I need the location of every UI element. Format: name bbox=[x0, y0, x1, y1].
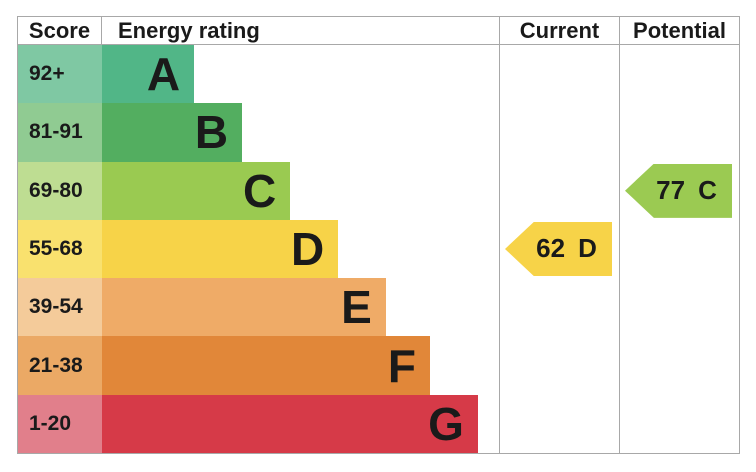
bar-cell-a: A bbox=[102, 45, 499, 104]
potential-slot-b bbox=[620, 103, 739, 161]
current-column: 62 D bbox=[499, 45, 619, 453]
bar-cell-g: G bbox=[102, 394, 499, 453]
potential-slot-c: 77 C bbox=[620, 162, 739, 220]
rating-bar-d: D bbox=[102, 219, 339, 279]
potential-slot-d bbox=[620, 220, 739, 278]
score-range-b: 81-91 bbox=[18, 103, 102, 162]
rating-letter-a: A bbox=[146, 48, 181, 101]
score-range-c: 69-80 bbox=[18, 161, 102, 220]
epc-rating-table: Score Energy rating Current Potential 92… bbox=[17, 16, 740, 454]
bar-cell-f: F bbox=[102, 336, 499, 395]
score-range-d: 55-68 bbox=[18, 219, 102, 279]
header-energy-rating: Energy rating bbox=[102, 17, 499, 45]
potential-slot-f bbox=[620, 336, 739, 394]
bar-cell-d: D bbox=[102, 219, 499, 279]
potential-rating-letter: C bbox=[698, 175, 717, 206]
current-slot-f bbox=[500, 336, 619, 394]
current-score-value: 62 bbox=[536, 233, 566, 264]
score-range-f: 21-38 bbox=[18, 336, 102, 395]
current-slot-e bbox=[500, 278, 619, 336]
rating-letter-e: E bbox=[341, 281, 372, 334]
potential-slot-a bbox=[620, 45, 739, 103]
header-score: Score bbox=[18, 17, 102, 45]
rating-letter-f: F bbox=[387, 339, 416, 392]
rating-bar-g: G bbox=[102, 394, 478, 453]
current-rating-letter: D bbox=[578, 233, 597, 264]
current-slot-b bbox=[500, 103, 619, 161]
current-slot-d: 62 D bbox=[500, 220, 619, 278]
potential-slot-e bbox=[620, 278, 739, 336]
potential-slot-g bbox=[620, 395, 739, 453]
rating-letter-g: G bbox=[428, 397, 464, 450]
potential-rating-arrow: 77 C bbox=[625, 163, 732, 218]
header-potential: Potential bbox=[619, 17, 739, 45]
current-slot-a bbox=[500, 45, 619, 103]
score-range-g: 1-20 bbox=[18, 394, 102, 453]
potential-score-value: 77 bbox=[656, 175, 686, 206]
potential-column: 77 C bbox=[619, 45, 739, 453]
rating-bar-b: B bbox=[102, 103, 243, 162]
score-range-a: 92+ bbox=[18, 45, 102, 104]
bar-cell-e: E bbox=[102, 278, 499, 337]
header-current: Current bbox=[499, 17, 619, 45]
rating-letter-b: B bbox=[194, 106, 229, 159]
rating-letter-d: D bbox=[290, 222, 325, 275]
score-range-e: 39-54 bbox=[18, 278, 102, 337]
bar-cell-c: C bbox=[102, 161, 499, 220]
rating-bar-e: E bbox=[102, 278, 386, 337]
rating-letter-c: C bbox=[242, 164, 277, 217]
current-slot-g bbox=[500, 395, 619, 453]
current-slot-c bbox=[500, 162, 619, 220]
rating-bar-c: C bbox=[102, 161, 291, 220]
current-rating-arrow: 62 D bbox=[505, 221, 612, 277]
rating-bar-f: F bbox=[102, 336, 430, 395]
rating-bar-a: A bbox=[102, 45, 195, 104]
bar-cell-b: B bbox=[102, 103, 499, 162]
